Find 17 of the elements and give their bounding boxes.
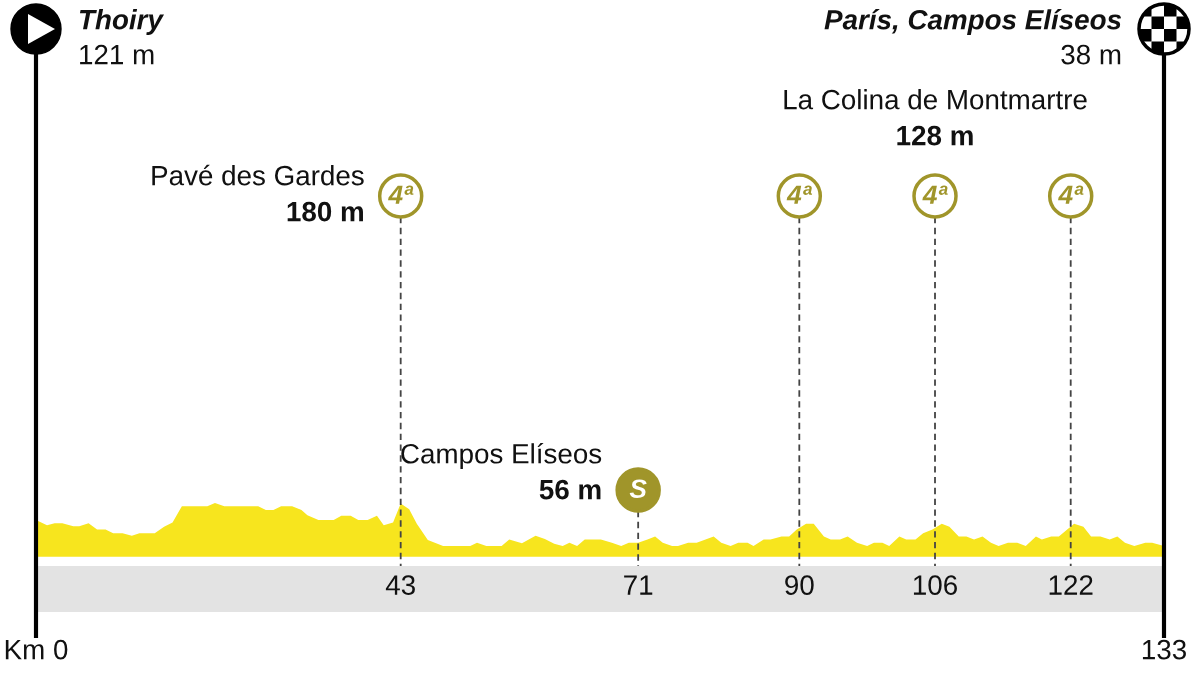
x-tick-label: 106 [913, 575, 957, 595]
text: Thoiry 121 m [79, 9, 165, 65]
x-tick-label: 43 [385, 575, 415, 595]
x-tick-label: 71 [624, 575, 653, 595]
text: S [629, 479, 647, 499]
text: 4ª [1058, 185, 1084, 204]
text: París, Campos Elíseos 38 m [824, 8, 1122, 65]
text: 133 [1142, 639, 1186, 660]
text: Pavé des Gardes 180 m [152, 164, 364, 222]
text: Km 0 [5, 639, 68, 660]
x-tick-label: 90 [785, 575, 814, 595]
text: Campos Elíseos 56 m [401, 442, 602, 500]
text: 4ª [922, 185, 948, 204]
x-tick-label: 122 [1049, 575, 1093, 595]
text: 4ª [388, 185, 414, 204]
text: La Colina de Montmartre 128 m [784, 89, 1087, 146]
text: 4ª [786, 185, 813, 204]
